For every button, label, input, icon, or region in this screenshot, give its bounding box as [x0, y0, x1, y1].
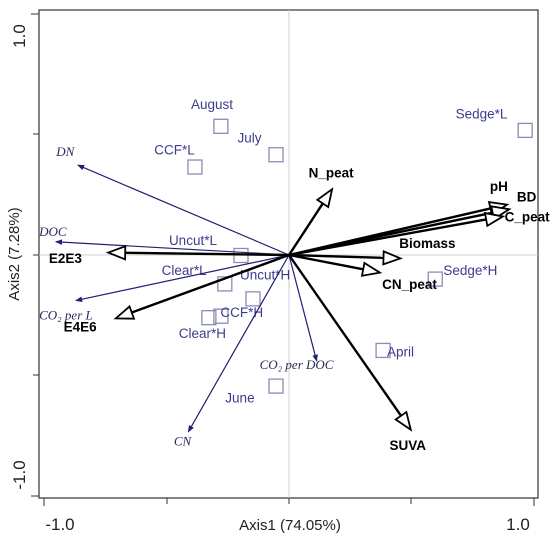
site-marker-ccf-h [213, 308, 229, 324]
arrowhead-biomass [382, 250, 403, 266]
site-label-clear-l: Clear*L [162, 263, 208, 278]
site-marker-july [268, 147, 284, 163]
y-axis-title: Axis2 (7.28%) [6, 207, 23, 300]
site-label-clear-h: Clear*H [179, 326, 226, 341]
site-label-august: August [191, 97, 233, 112]
vector-label-ph: pH [490, 179, 508, 194]
site-label-april: April [387, 345, 414, 360]
site-marker-ccf-l [187, 159, 203, 175]
explanatory-vectors: N_peat pH BD C_peat Biomass CN_peat E2E3 E4E6 SU… [49, 166, 550, 454]
site-label-ccf-l: CCF*L [154, 142, 195, 157]
vector-label-dn: DN [55, 144, 75, 159]
vector-label-bd: BD [517, 190, 537, 205]
arrowhead-suva [394, 410, 413, 432]
site-marker-june [268, 378, 284, 394]
site-marker-uncut-h [245, 291, 261, 307]
vector-c-peat [288, 218, 487, 257]
site-marker-clear-h [201, 310, 217, 326]
site-label-july: July [238, 131, 262, 146]
vector-e4e6 [131, 253, 290, 314]
site-label-uncut-l: Uncut*L [169, 233, 218, 248]
vector-biomass [288, 253, 384, 260]
vector-label-n-peat: N_peat [309, 166, 355, 181]
vector-doc [55, 239, 290, 256]
site-marker-april [375, 342, 391, 359]
x-axis-title: Axis1 (74.05%) [239, 517, 341, 534]
arrowhead-cn-peat [360, 261, 383, 277]
vector-dn [77, 164, 290, 256]
arrowhead-e4e6 [113, 304, 136, 320]
x-tick-label-left: -1.0 [45, 515, 74, 534]
vector-label-co2-per-l: CO₂ per L [39, 308, 93, 323]
vector-label-biomass: Biomass [399, 236, 455, 251]
site-points: August July CCF*L Sedge*L Uncut*L Clear*L Uncu… [154, 97, 533, 405]
vector-co2-per-doc [288, 254, 318, 362]
site-marker-sedge-l [517, 122, 533, 139]
site-label-ccf-h: CCF*H [220, 305, 263, 320]
vector-label-suva: SUVA [389, 438, 426, 453]
vector-label-e4e6: E4E6 [64, 320, 98, 335]
vector-label-c-peat: C_peat [505, 209, 550, 224]
vector-co2-per-l [75, 254, 290, 302]
x-tick-label-right: 1.0 [506, 515, 530, 534]
vector-label-doc: DOC [38, 224, 67, 239]
y-tick-label-bottom: -1.0 [10, 460, 29, 489]
arrowhead-n-peat [315, 187, 334, 209]
vector-label-cn: CN [174, 433, 193, 448]
y-tick-label-top: 1.0 [10, 24, 29, 48]
vector-e2e3 [125, 251, 290, 257]
site-label-sedge-h: Sedge*H [443, 263, 497, 278]
arrowhead-e2e3 [105, 245, 127, 261]
vector-label-e2e3: E2E3 [49, 251, 83, 266]
site-marker-august [213, 118, 229, 134]
site-marker-sedge-h [427, 271, 443, 287]
response-vectors: DN DOC CO₂ per L CO₂ per DOC CN [38, 144, 334, 448]
site-label-sedge-l: Sedge*L [456, 106, 508, 121]
vector-label-cn-peat: CN_peat [382, 277, 437, 292]
vector-cn [187, 254, 290, 433]
vector-cn-peat [288, 253, 364, 271]
arrowhead-c-peat [483, 211, 506, 228]
vector-suva [288, 254, 403, 417]
vector-label-co2-per-doc: CO₂ per DOC [260, 357, 334, 372]
vector-n-peat [287, 202, 324, 256]
site-marker-clear-l [217, 276, 233, 292]
site-label-june: June [225, 390, 254, 405]
site-label-uncut-h: Uncut*H [240, 268, 290, 283]
